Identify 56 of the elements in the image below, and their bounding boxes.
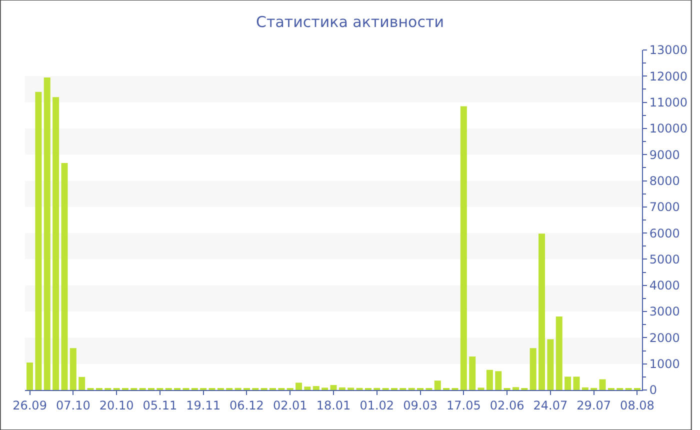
x-tick-label: 08.08 (620, 398, 654, 412)
x-tick-label: 17.05 (446, 398, 481, 412)
y-tick-label: 2000 (649, 330, 680, 345)
y-tick-label: 9000 (649, 148, 680, 162)
y-tick-label: 6000 (649, 226, 680, 240)
bar (582, 387, 588, 390)
bar (312, 386, 320, 390)
bar (547, 339, 554, 390)
bar (61, 162, 68, 390)
bar (296, 382, 302, 390)
bar (460, 106, 467, 390)
x-tick-label: 05.11 (142, 398, 178, 412)
x-tick-label: 29.07 (576, 398, 612, 412)
bar (538, 234, 546, 390)
x-tick-label: 06.12 (230, 398, 264, 412)
y-tick-label: 12000 (649, 69, 688, 84)
y-tick-label: 10000 (649, 122, 688, 136)
y-tick-label: 8000 (649, 174, 680, 188)
bar (44, 77, 50, 390)
bar (338, 387, 346, 390)
bar (70, 348, 76, 390)
chart-title: Статистика активности (256, 12, 444, 31)
y-tick-label: 5000 (649, 252, 680, 266)
bar (486, 370, 493, 390)
y-tick-label: 1000 (649, 357, 680, 372)
bar (556, 316, 562, 390)
x-tick-label: 09.03 (403, 398, 438, 412)
bar (530, 348, 536, 390)
y-tick-label: 3000 (649, 304, 680, 319)
bar (599, 379, 606, 390)
bar (330, 385, 337, 390)
x-tick-label: 01.02 (360, 398, 394, 412)
bar (512, 387, 519, 390)
y-tick-label: 7000 (649, 200, 680, 214)
x-tick-label: 19.11 (186, 398, 221, 412)
x-tick-label: 07.10 (56, 398, 90, 412)
bar (434, 380, 441, 390)
bar (564, 376, 572, 390)
x-tick-label: 26.09 (12, 398, 47, 412)
x-tick-label: 02.06 (490, 398, 524, 412)
bar (52, 97, 60, 390)
x-tick-label: 18.01 (316, 398, 351, 412)
x-tick-label: 02.01 (272, 398, 308, 412)
bar (495, 371, 502, 390)
y-tick-label: 11000 (649, 96, 688, 110)
bar (35, 92, 42, 390)
y-tick-label: 4000 (649, 278, 680, 293)
bar (304, 386, 311, 390)
y-tick-label: 13000 (649, 43, 688, 58)
x-tick-label: 20.10 (99, 398, 134, 412)
bar (78, 376, 86, 390)
bar (26, 362, 34, 390)
x-tick-label: 24.07 (533, 398, 568, 412)
y-tick-label: 0 (649, 383, 658, 398)
bar (573, 376, 580, 390)
bar (469, 356, 476, 390)
